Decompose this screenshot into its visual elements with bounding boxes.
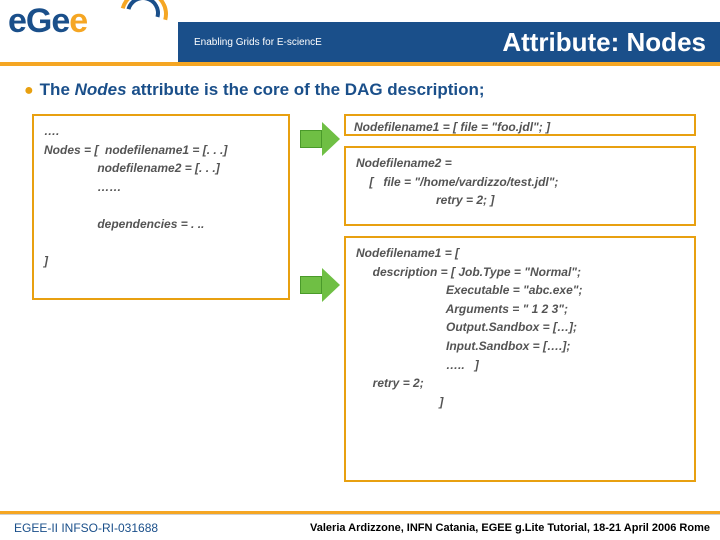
bullet-dot-icon: ● xyxy=(24,80,34,102)
bullet-row: ● The Nodes attribute is the core of the… xyxy=(24,80,702,102)
bullet-text: The Nodes attribute is the core of the D… xyxy=(40,80,485,100)
code-box-1: Nodefilename1 = [ file = "foo.jdl"; ] xyxy=(344,114,696,136)
diagram-area: …. Nodes = [ nodefilename1 = [. . .] nod… xyxy=(24,112,702,502)
slide-title: Attribute: Nodes xyxy=(502,27,706,58)
tagline: Enabling Grids for E-sciencE xyxy=(194,37,322,48)
footer-left-text: EGEE-II INFSO-RI-031688 xyxy=(14,521,158,535)
slide-body: ● The Nodes attribute is the core of the… xyxy=(0,74,720,512)
code-box-3: Nodefilename1 = [ description = [ Job.Ty… xyxy=(344,236,696,482)
header-accent-line xyxy=(0,62,720,66)
footer-right-text: Valeria Ardizzone, INFN Catania, EGEE g.… xyxy=(310,522,710,534)
slide-header: eGee Enabling Grids for E-sciencE Attrib… xyxy=(0,0,720,66)
code-box-2: Nodefilename2 = [ file = "/home/vardizzo… xyxy=(344,146,696,226)
code-box-left: …. Nodes = [ nodefilename1 = [. . .] nod… xyxy=(32,114,290,300)
header-bar: Enabling Grids for E-sciencE Attribute: … xyxy=(178,22,720,62)
arrow-icon xyxy=(300,268,340,302)
arrow-icon xyxy=(300,122,340,156)
slide-footer: EGEE-II INFSO-RI-031688 Valeria Ardizzon… xyxy=(0,514,720,540)
egee-logo: eGee xyxy=(8,2,168,62)
